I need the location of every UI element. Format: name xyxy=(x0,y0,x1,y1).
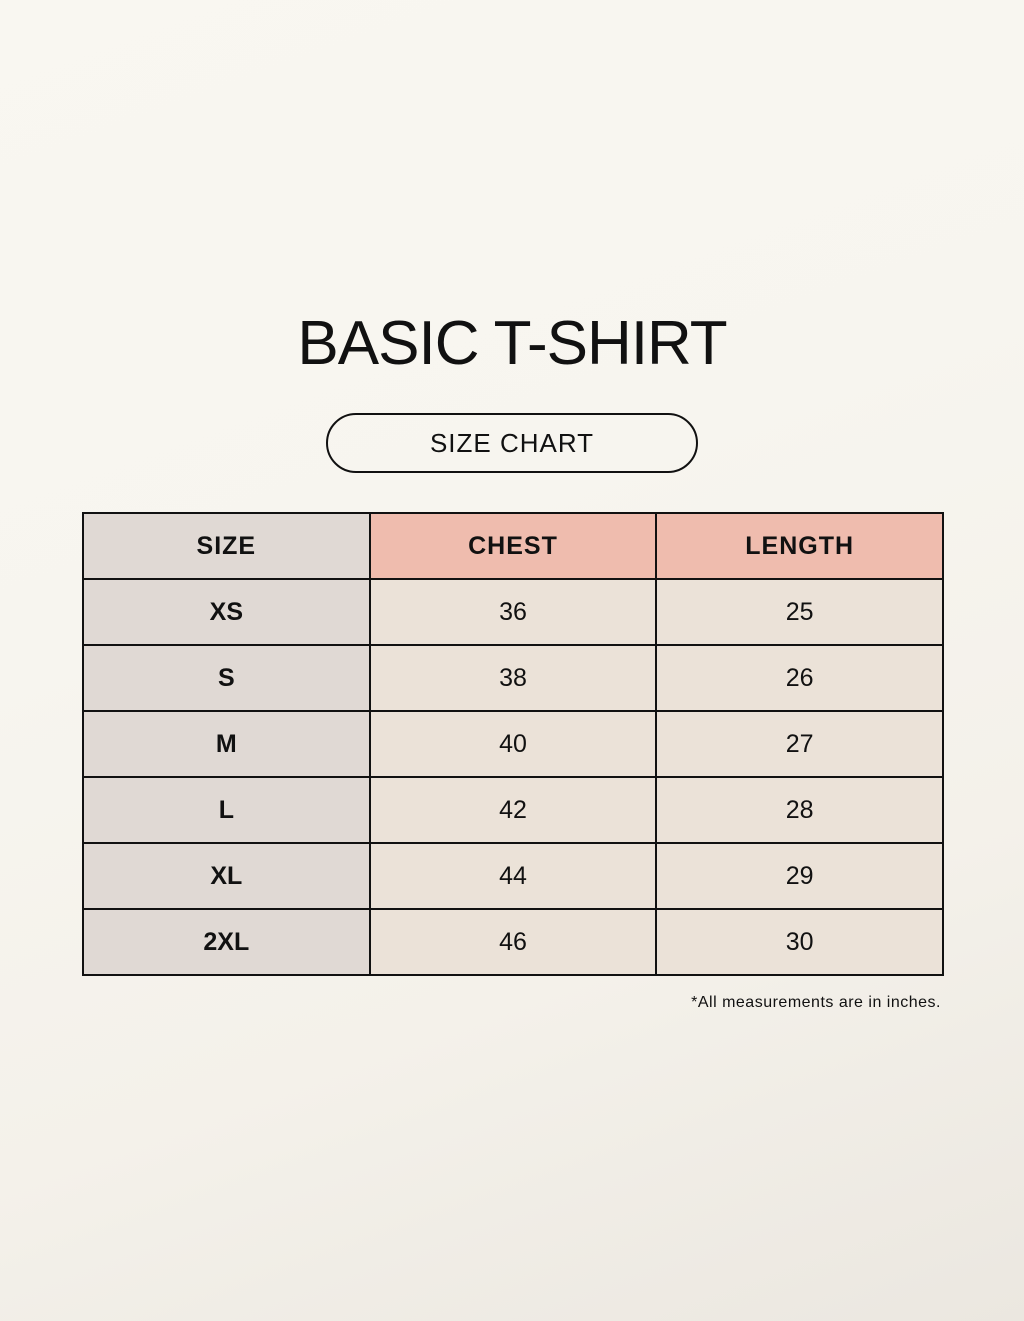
chest-cell: 46 xyxy=(368,908,658,976)
length-cell: 26 xyxy=(655,644,944,712)
size-table: SIZE CHEST LENGTH XS 36 25 S 38 26 M 40 27 L 42… xyxy=(82,512,944,976)
table-row: S 38 26 xyxy=(82,644,944,712)
chest-cell: 36 xyxy=(368,578,658,646)
length-cell: 29 xyxy=(655,842,944,910)
size-cell: XL xyxy=(82,842,371,910)
measurement-note: *All measurements are in inches. xyxy=(691,994,941,1011)
page-title: BASIC T-SHIRT xyxy=(297,309,727,378)
size-chart-label: SIZE CHART xyxy=(326,413,698,473)
chest-cell: 40 xyxy=(368,710,658,778)
length-cell: 27 xyxy=(655,710,944,778)
chest-cell: 44 xyxy=(368,842,658,910)
size-cell: 2XL xyxy=(82,908,371,976)
length-cell: 25 xyxy=(655,578,944,646)
length-cell: 30 xyxy=(655,908,944,976)
table-row: M 40 27 xyxy=(82,710,944,778)
length-cell: 28 xyxy=(655,776,944,844)
table-row: XL 44 29 xyxy=(82,842,944,910)
size-cell: M xyxy=(82,710,371,778)
chest-cell: 42 xyxy=(368,776,658,844)
chest-cell: 38 xyxy=(368,644,658,712)
size-cell: XS xyxy=(82,578,371,646)
table-row: L 42 28 xyxy=(82,776,944,844)
header-length: LENGTH xyxy=(655,512,944,580)
table-row: XS 36 25 xyxy=(82,578,944,646)
table-header-row: SIZE CHEST LENGTH xyxy=(82,512,944,580)
header-chest: CHEST xyxy=(368,512,658,580)
size-cell: L xyxy=(82,776,371,844)
header-size: SIZE xyxy=(82,512,371,580)
size-cell: S xyxy=(82,644,371,712)
table-row: 2XL 46 30 xyxy=(82,908,944,976)
